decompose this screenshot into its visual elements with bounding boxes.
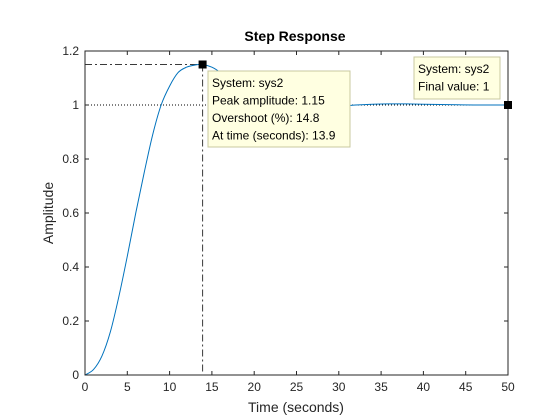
x-tick-label: 25: [290, 380, 304, 394]
y-tick-label: 1.2: [62, 44, 79, 58]
datatip-line: Peak amplitude: 1.15: [212, 94, 325, 108]
y-tick-label: 0.6: [62, 206, 79, 220]
x-tick-label: 45: [459, 380, 473, 394]
datatip-box: [413, 56, 501, 100]
y-tick-label: 0: [72, 368, 79, 382]
datatip-marker[interactable]: [504, 101, 512, 109]
datatip-box: [207, 70, 351, 148]
datatip-line: Final value: 1: [418, 80, 490, 94]
x-axis-label: Time (seconds): [248, 399, 344, 415]
y-axis-label: Amplitude: [40, 182, 56, 244]
peak-datatip[interactable]: System: sys2 Peak amplitude: 1.15 Overshoo…: [198, 60, 351, 148]
x-tick-label: 20: [248, 380, 262, 394]
y-tick-label: 0.2: [62, 314, 79, 328]
datatip-line: System: sys2: [418, 62, 490, 76]
y-axis-ticks: 0 0.2 0.4 0.6 0.8 1 1.2: [62, 44, 508, 382]
datatip-line: At time (seconds): 13.9: [212, 129, 336, 143]
x-tick-label: 40: [417, 380, 431, 394]
x-tick-label: 50: [501, 380, 515, 394]
datatip-line: Overshoot (%): 14.8: [212, 111, 320, 125]
datatip-marker[interactable]: [198, 60, 207, 69]
x-tick-label: 15: [205, 380, 219, 394]
x-tick-label: 30: [332, 380, 346, 394]
datatips: System: sys2 Peak amplitude: 1.15 Overshoo…: [198, 56, 512, 148]
datatip-line: System: sys2: [212, 76, 284, 90]
y-tick-label: 0.8: [62, 152, 79, 166]
final-value-datatip[interactable]: System: sys2 Final value: 1: [413, 56, 512, 109]
x-tick-label: 10: [163, 380, 177, 394]
y-tick-label: 1: [72, 98, 79, 112]
x-tick-label: 0: [82, 380, 89, 394]
chart-title: Step Response: [244, 28, 345, 44]
x-tick-label: 5: [124, 380, 131, 394]
x-tick-label: 35: [374, 380, 388, 394]
x-axis-ticks: 0 5 10 15 20 25 30 35 40 45 50: [82, 51, 515, 394]
y-tick-label: 0.4: [62, 260, 79, 274]
reference-lines: [85, 64, 508, 375]
